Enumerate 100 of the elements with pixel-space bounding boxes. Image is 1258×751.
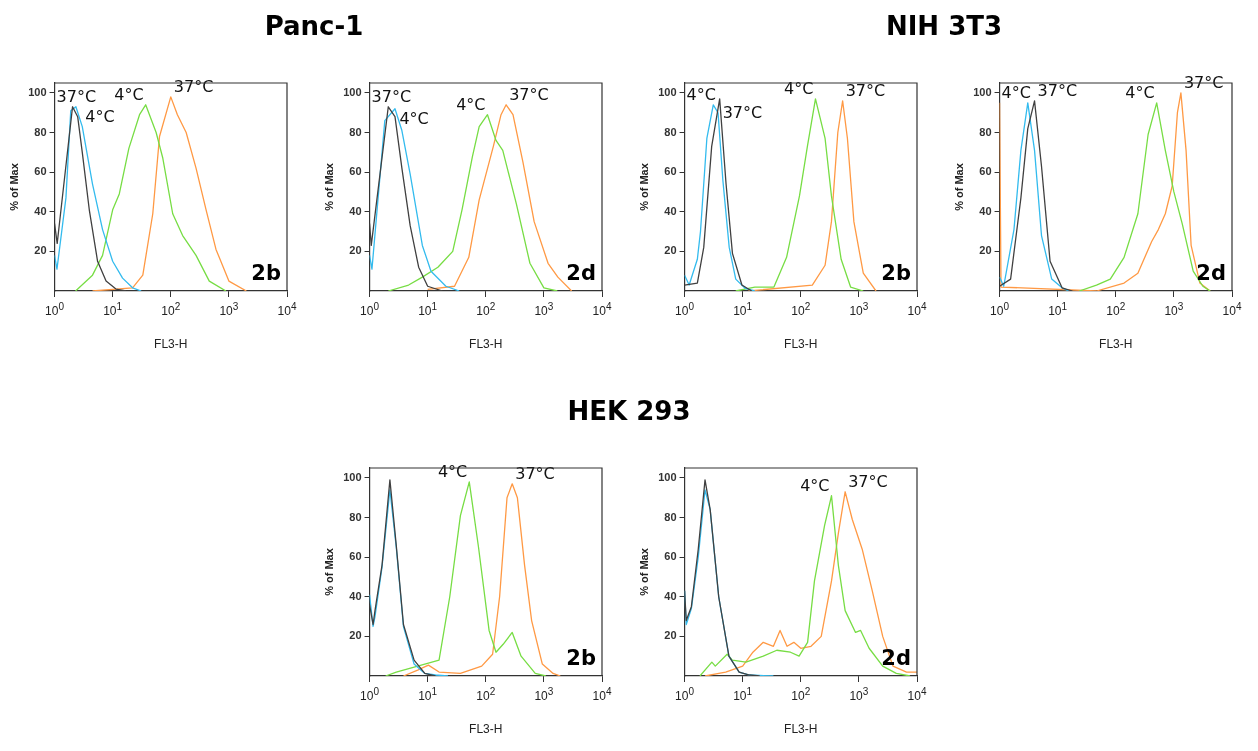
annotation: 2b	[566, 645, 596, 670]
y-axis-title: % of Max	[637, 162, 650, 211]
y-tick-label: 60	[349, 165, 362, 178]
annotation: 2d	[1196, 260, 1226, 285]
x-tick-label: 10$^{4}$	[592, 301, 612, 318]
x-tick-label: 10$^{0}$	[675, 686, 695, 703]
x-tick-label: 10$^{4}$	[907, 686, 927, 703]
annotation: 4°C	[800, 475, 830, 495]
x-tick-label: 10$^{0}$	[360, 686, 380, 703]
y-tick-label: 100	[343, 85, 362, 98]
y-tick-label: 100	[28, 85, 47, 98]
x-tick-label: 10$^{2}$	[791, 686, 811, 703]
x-tick-label: 10$^{1}$	[733, 301, 753, 318]
x-axis-title: FL3-H	[469, 722, 503, 736]
y-tick-label: 100	[343, 470, 362, 483]
x-tick-label: 10$^{1}$	[418, 301, 438, 318]
x-axis-title: FL3-H	[784, 337, 818, 351]
annotation: 4°C	[784, 79, 814, 98]
x-axis-title: FL3-H	[154, 337, 188, 351]
y-axis-title: % of Max	[322, 547, 335, 596]
x-tick-label: 10$^{4}$	[277, 301, 297, 318]
annotation: 37°C	[845, 80, 886, 100]
y-tick-label: 20	[349, 629, 362, 642]
y-tick-label: 80	[349, 125, 362, 138]
x-tick-label: 10$^{2}$	[161, 301, 181, 318]
y-tick-label: 100	[973, 85, 992, 98]
x-tick-label: 10$^{0}$	[990, 301, 1010, 318]
x-tick-label: 10$^{3}$	[849, 301, 869, 318]
y-tick-label: 80	[349, 510, 362, 523]
y-tick-label: 80	[664, 125, 677, 138]
annotation: 4°C	[456, 94, 486, 114]
y-tick-label: 60	[349, 550, 362, 563]
annotation: 4°C	[85, 106, 115, 126]
y-tick-label: 60	[664, 550, 677, 563]
y-tick-label: 40	[664, 589, 677, 602]
y-axis-title: % of Max	[952, 162, 965, 211]
y-axis-title: % of Max	[322, 162, 335, 211]
x-tick-label: 10$^{2}$	[476, 301, 496, 318]
x-tick-label: 10$^{3}$	[849, 686, 869, 703]
y-tick-label: 100	[658, 470, 677, 483]
x-tick-label: 10$^{3}$	[534, 301, 554, 318]
y-tick-label: 60	[34, 165, 47, 178]
y-axis-title: % of Max	[637, 547, 650, 596]
annotation: 37°C	[509, 84, 549, 104]
x-tick-label: 10$^{0}$	[675, 301, 695, 318]
annotation: 37°C	[371, 86, 412, 106]
y-tick-label: 80	[34, 125, 47, 138]
y-tick-label: 80	[979, 125, 992, 138]
y-tick-label: 100	[658, 85, 677, 98]
annotation: 2d	[566, 260, 596, 285]
x-tick-label: 10$^{4}$	[592, 686, 612, 703]
y-tick-label: 40	[349, 204, 362, 217]
annotation: 4°C	[1125, 82, 1155, 102]
y-tick-label: 20	[664, 629, 677, 642]
x-tick-label: 10$^{1}$	[1048, 301, 1068, 318]
annotation: 4°C	[114, 84, 144, 104]
x-axis-title: FL3-H	[1099, 337, 1133, 351]
y-tick-label: 60	[979, 165, 992, 178]
annotation: 4°C	[437, 462, 468, 482]
y-tick-label: 40	[664, 204, 677, 217]
x-tick-label: 10$^{2}$	[791, 301, 811, 318]
annotation: 4°C	[1001, 82, 1031, 102]
x-tick-label: 10$^{1}$	[103, 301, 123, 318]
x-tick-label: 10$^{0}$	[360, 301, 380, 318]
annotation: 4°C	[686, 84, 716, 104]
x-tick-label: 10$^{1}$	[733, 686, 753, 703]
x-tick-label: 10$^{2}$	[476, 686, 496, 703]
annotation: 37°C	[1183, 73, 1224, 93]
x-tick-label: 10$^{3}$	[534, 686, 554, 703]
annotation: 2b	[251, 260, 281, 285]
y-tick-label: 60	[664, 165, 677, 178]
annotation: 37°C	[722, 102, 763, 122]
y-tick-label: 20	[349, 244, 362, 257]
y-tick-label: 80	[664, 510, 677, 523]
y-axis-title: % of Max	[7, 162, 20, 211]
x-tick-label: 10$^{3}$	[1164, 301, 1184, 318]
chart-title: NIH 3T3	[884, 11, 1004, 41]
y-tick-label: 40	[979, 204, 992, 217]
annotation: 4°C	[399, 108, 429, 128]
x-axis-title: FL3-H	[469, 337, 503, 351]
annotation: 37°C	[515, 464, 555, 483]
annotation: 37°C	[56, 86, 97, 106]
x-tick-label: 10$^{0}$	[45, 301, 65, 318]
x-tick-label: 10$^{4}$	[1222, 301, 1242, 318]
annotation: 37°C	[848, 471, 888, 491]
y-tick-label: 40	[34, 204, 47, 217]
x-tick-label: 10$^{4}$	[907, 301, 927, 318]
y-tick-label: 20	[34, 244, 47, 257]
annotation: 2b	[881, 260, 911, 285]
x-tick-label: 10$^{2}$	[1106, 301, 1126, 318]
chart-title: Panc-1	[263, 11, 365, 41]
y-tick-label: 40	[349, 589, 362, 602]
x-tick-label: 10$^{1}$	[418, 686, 438, 703]
x-tick-label: 10$^{3}$	[219, 301, 239, 318]
y-tick-label: 20	[664, 244, 677, 257]
x-axis-title: FL3-H	[784, 722, 818, 736]
y-tick-label: 20	[979, 244, 992, 257]
annotation: 37°C	[173, 77, 214, 97]
annotation: 37°C	[1037, 80, 1078, 100]
chart-title: HEK 293	[566, 396, 692, 426]
